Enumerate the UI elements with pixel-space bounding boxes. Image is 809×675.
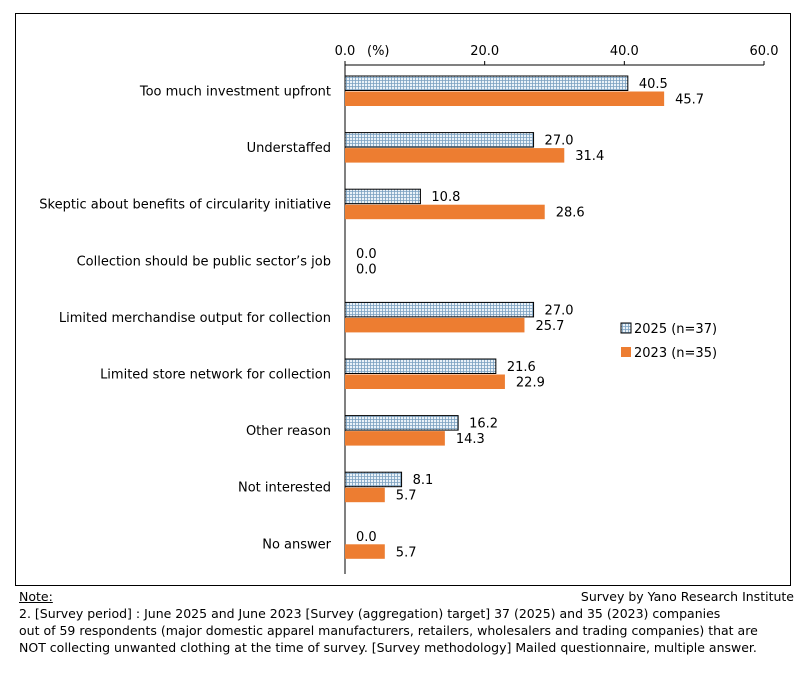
x-tick-label: 0.0 [335,44,356,59]
axis-unit-label: (%) [367,44,390,59]
category-label: Understaffed [247,141,331,156]
bar-2025 [344,188,421,205]
data-label: 5.7 [396,545,417,560]
legend-swatch-2023 [621,347,631,357]
data-label: 28.6 [556,206,585,221]
data-label: 25.7 [535,319,564,334]
bar-2025 [344,132,535,148]
bar-2025 [344,358,497,374]
legend-label-2025: 2025 (n=37) [634,322,717,337]
data-label: 22.9 [516,376,545,391]
bar-2023 [345,148,565,163]
legend-label-2023: 2023 (n=35) [634,346,717,361]
category-label: Limited merchandise output for collectio… [59,311,331,326]
note-body: 2. [Survey period] : June 2025 and June … [19,605,794,656]
bar-chart: 0.0 20.0 40.0 60.0 (%) Too much investment u… [39,44,779,574]
bar-2023 [345,544,385,559]
bar-2023 [345,487,385,503]
x-tick-label: 40.0 [610,44,639,59]
bar-2023 [345,317,525,333]
category-label: Limited store network for collection [100,368,331,383]
note-line: out of 59 respondents (major domestic ap… [19,623,758,638]
data-label: 0.0 [356,530,377,545]
bar-2025 [344,471,403,488]
data-label: 27.0 [545,134,574,149]
data-label: 5.7 [396,489,417,504]
data-label: 8.1 [413,473,434,488]
category-label: Skeptic about benefits of circularity in… [39,198,331,213]
labels-layer: Too much investment upfront 40.5 45.7 Under… [39,77,704,560]
x-tick-label: 20.0 [470,44,499,59]
data-label: 10.8 [431,190,460,205]
data-label: 21.6 [507,360,536,375]
data-label: 14.3 [456,432,485,447]
data-label: 16.2 [469,417,498,432]
chart-frame: 0.0 20.0 40.0 60.0 (%) Too much investment u… [15,13,791,586]
note-heading: Note: [19,589,53,604]
bar-2023 [345,431,445,446]
bar-2023 [345,91,665,106]
legend: 2025 (n=37) 2023 (n=35) [620,322,717,361]
category-label: Collection should be public sector’s job [77,254,331,269]
bar-2025 [344,75,629,91]
bar-2025 [344,415,459,431]
legend-swatch-2025 [620,322,632,334]
note-line: NOT collecting unwanted clothing at the … [19,640,757,655]
x-tick-label: 60.0 [750,44,779,59]
bars-layer [344,75,665,559]
source-credit: Survey by Yano Research Institute [580,589,794,604]
bar-2025 [344,301,535,318]
category-label: Not interested [238,481,331,496]
category-label: Other reason [246,424,331,439]
bar-2023 [345,204,545,220]
data-label: 0.0 [356,262,377,277]
note-line: 2. [Survey period] : June 2025 and June … [19,606,721,621]
data-label: 45.7 [675,93,704,108]
data-label: 0.0 [356,247,377,262]
category-label: Too much investment upfront [139,85,331,100]
bar-2023 [345,374,505,389]
data-label: 31.4 [575,149,604,164]
category-label: No answer [262,537,331,552]
data-label: 40.5 [639,77,668,92]
data-label: 27.0 [545,303,574,318]
